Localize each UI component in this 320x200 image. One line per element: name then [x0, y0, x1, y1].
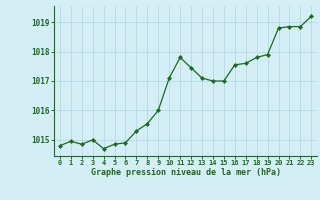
X-axis label: Graphe pression niveau de la mer (hPa): Graphe pression niveau de la mer (hPa): [91, 168, 281, 177]
